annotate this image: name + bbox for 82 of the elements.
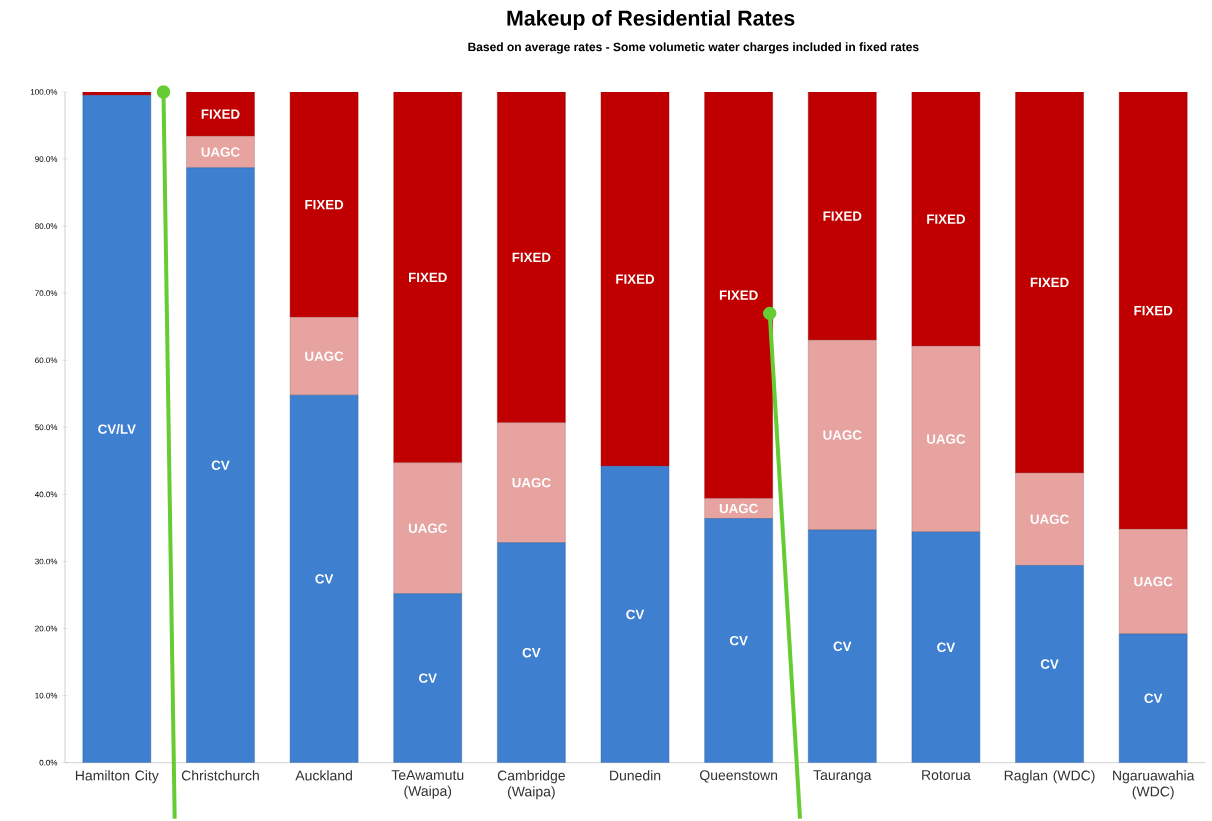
data-label: FIXED [616,274,655,284]
data-label: UAGC [1134,577,1173,587]
bar [1015,565,1084,763]
chart-title: Makeup of Residential Rates [507,10,795,31]
bar [1015,472,1084,566]
data-label: CV [626,609,645,620]
data-label: FIXED [409,273,447,283]
bar [808,340,877,531]
x-tick-label: Raglan (WDC) [1004,770,1095,784]
bar [911,346,981,533]
y-tick-label: 50.0% [35,424,58,431]
data-label: UAGC [1030,514,1069,525]
y-tick-label: 40.0% [34,491,58,498]
bar [289,92,359,318]
data-label: FIXED [1134,306,1173,316]
bar [808,92,877,341]
data-label: FIXED [823,211,862,221]
data-label: CV [211,460,230,471]
y-tick-label: 60.0% [35,357,58,364]
bar [497,92,566,423]
chart-subtitle: Based on average rates - Some volumetic water charges included in fixed rates [468,42,919,54]
bar [393,462,462,595]
y-tick-label: 20.0% [35,625,58,632]
bar [186,92,255,137]
bar [600,466,670,763]
x-tick-label: Dunedin [610,770,661,781]
bar [704,92,773,499]
y-tick-label: 80.0% [35,223,58,230]
x-tick-label: Ngaruawahia (WDC) [1113,770,1195,800]
bar [289,317,359,396]
x-tick-label: Tauranga [813,770,872,783]
y-tick-label: 30.0% [35,558,58,565]
data-label: UAGC [408,523,447,534]
bar [808,529,877,763]
data-label: FIXED [1030,278,1069,288]
data-label: FIXED [201,109,240,119]
y-tick-label: 90.0% [35,156,58,163]
y-tick-label: 0.0% [39,760,58,766]
data-label: CV [1144,693,1163,704]
data-label: CV [937,642,956,653]
data-label: FIXED [927,214,965,224]
bar [82,95,152,763]
bar [911,531,981,763]
bar [186,167,255,763]
bar [289,395,359,763]
y-tick-label: 100.0% [30,89,58,95]
data-label: UAGC [719,503,758,514]
data-label: UAGC [927,434,966,444]
data-label: UAGC [201,147,240,157]
x-tick-label: Rotorua [922,770,971,781]
bar [497,422,566,544]
data-label: UAGC [305,351,344,362]
x-tick-label: Auckland [295,770,352,781]
bar [1015,92,1084,474]
data-label: CV [419,673,437,684]
y-tick-label: 70.0% [35,290,58,297]
data-label: FIXED [305,200,344,210]
data-label: UAGC [512,478,551,488]
data-label: CV/LV [98,424,136,435]
bar [1118,633,1188,763]
data-label: CV [833,641,852,652]
data-label: CV [1040,659,1059,669]
data-label: CV [315,574,334,584]
data-label: CV [729,636,748,646]
bar [393,593,462,763]
bar [393,92,462,464]
bar [497,542,566,763]
bar [911,92,981,347]
bar [600,92,670,467]
x-tick-label: Queenstown [700,770,778,783]
data-label: CV [522,648,541,658]
x-tick-label: TeAwamutu (Waipa) [391,770,464,799]
bar [186,136,255,169]
data-label: UAGC [823,430,862,440]
x-tick-label: Cambridge (Waipa) [497,770,565,800]
x-tick-label: Christchurch [181,770,259,781]
y-tick-label: 10.0% [35,692,58,699]
x-tick-label: Hamilton City [75,770,159,784]
bar [1118,529,1188,635]
data-label: FIXED [719,290,758,300]
data-label: FIXED [512,252,551,263]
bar [1118,92,1188,530]
